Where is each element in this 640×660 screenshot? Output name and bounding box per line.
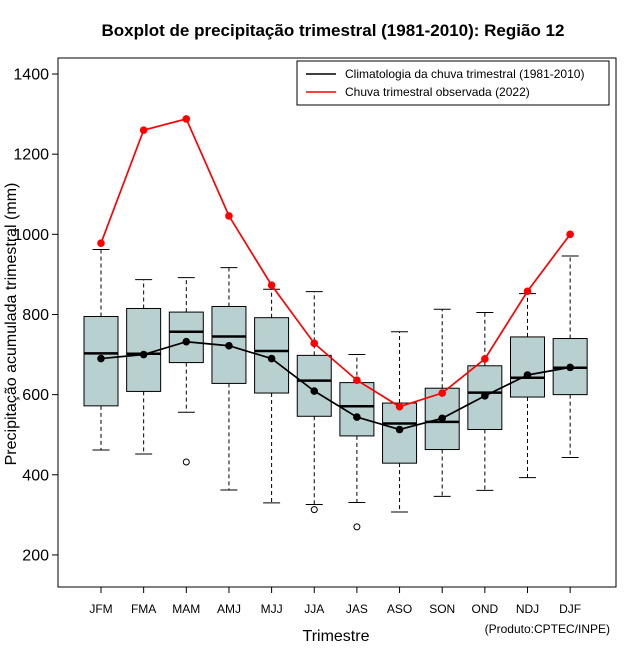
box-group [83, 249, 588, 531]
x-tick-label: MAM [172, 602, 200, 616]
y-tick-label: 1400 [13, 67, 49, 84]
series-point-observed [353, 376, 361, 385]
series-line-climatology [100, 340, 571, 431]
box-jja [296, 291, 332, 514]
series-point-observed [438, 389, 447, 397]
y-tick-label: 800 [22, 307, 49, 324]
x-tick-label: NDJ [516, 602, 539, 616]
series-point-observed [395, 402, 404, 411]
box-ndj [510, 293, 545, 479]
box-rect [296, 354, 332, 417]
chart-title: Boxplot de precipitação trimestral (1981… [102, 21, 565, 40]
x-tick-label: DJF [559, 602, 581, 616]
series-point-observed [267, 281, 276, 290]
legend-label-observed: Chuva trimestral observada (2022) [345, 85, 530, 99]
box-aso [382, 331, 418, 513]
series-point-climatology [566, 363, 574, 372]
outlier-point [310, 506, 318, 514]
y-tick-label: 1200 [13, 147, 49, 164]
x-axis-label: Trimestre [303, 628, 370, 645]
y-tick-label: 400 [22, 467, 49, 484]
box-rect [168, 311, 204, 364]
series-point-observed [182, 115, 191, 123]
x-tick-label: SON [429, 602, 455, 616]
x-tick-label: MJJ [261, 602, 283, 616]
series-point-climatology [225, 341, 233, 350]
outlier-point [182, 458, 190, 466]
plot-frame [57, 57, 617, 588]
box-mjj [254, 288, 290, 504]
series-point-observed [481, 355, 489, 363]
x-tick-label: JFM [89, 602, 112, 616]
y-tick-label: 600 [22, 387, 49, 404]
series-point-climatology [139, 350, 148, 359]
box-djf [552, 255, 588, 459]
box-rect [126, 307, 162, 392]
series-line-observed [100, 117, 571, 408]
series-point-climatology [353, 413, 361, 421]
box-son [424, 308, 460, 497]
series-point-observed [566, 230, 574, 239]
x-tick-label: ASO [387, 602, 412, 616]
series-point-climatology [267, 354, 276, 363]
series-point-climatology [395, 425, 404, 434]
series-point-observed [139, 126, 148, 134]
box-amj [211, 267, 247, 491]
series-point-climatology [523, 371, 532, 379]
box-fma [126, 279, 162, 455]
series-point-observed [523, 287, 532, 296]
legend-box [296, 60, 610, 106]
box-rect [382, 402, 418, 464]
x-tick-label: JAS [346, 602, 368, 616]
y-tick-label: 1000 [13, 227, 49, 244]
outlier-point [353, 523, 361, 531]
series-point-climatology [438, 414, 447, 423]
series-point-climatology [481, 392, 489, 400]
x-tick-label: JJA [304, 602, 324, 616]
x-tick-label: AMJ [217, 602, 241, 616]
box-mam [168, 277, 204, 466]
box-jfm [83, 249, 119, 451]
series-point-climatology [182, 337, 191, 346]
series-lines [97, 115, 574, 434]
series-point-climatology [310, 387, 319, 395]
y-tick-label: 200 [22, 547, 49, 564]
x-tick-label: FMA [131, 602, 156, 616]
legend: Climatologia da chuva trimestral (1981-2… [296, 60, 610, 106]
legend-label-climatology: Climatologia da chuva trimestral (1981-2… [345, 67, 584, 81]
y-axis-label: Precipitação acumulada trimestral (mm) [3, 183, 20, 466]
box-rect [510, 336, 545, 398]
y-axis: 200 400 600 800 1000 1200 1400 [13, 67, 58, 564]
series-point-climatology [97, 354, 105, 363]
series-point-observed [97, 239, 105, 247]
x-axis: JFM FMA MAM AMJ MJJ JJA JAS ASO SON OND NDJ DJF [89, 587, 581, 616]
credit-label: (Produto:CPTEC/INPE) [485, 622, 610, 636]
x-tick-label: OND [472, 602, 499, 616]
series-point-observed [225, 212, 233, 220]
series-point-observed [310, 339, 319, 348]
